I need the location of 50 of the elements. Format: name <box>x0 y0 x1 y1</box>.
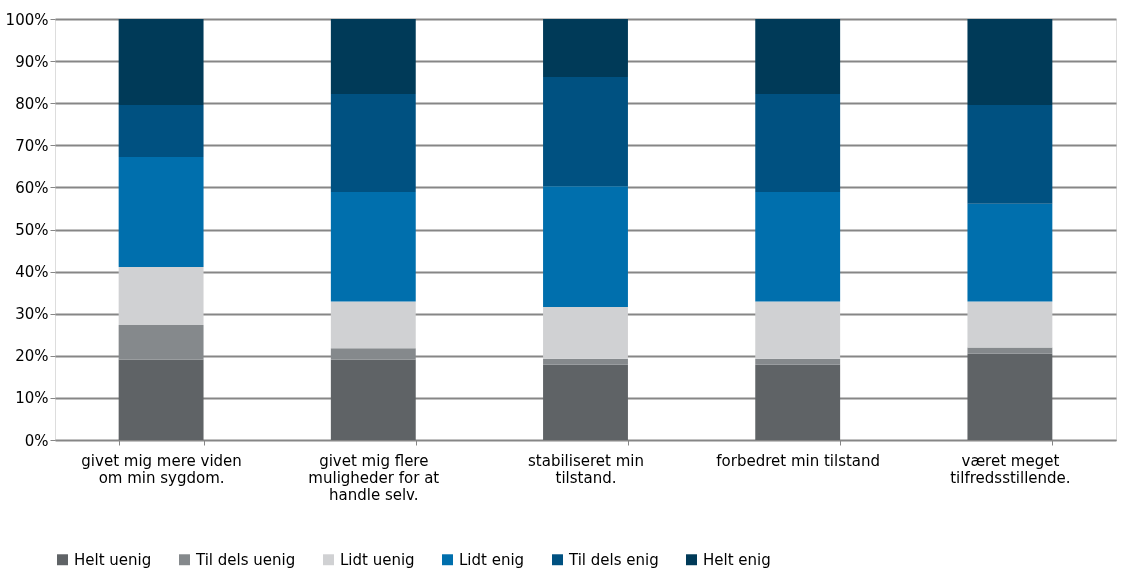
bar <box>755 19 841 94</box>
x-tick-label: givet mig mere viden om min sygdom. <box>81 451 242 487</box>
legend-label: Helt uenig <box>74 550 152 569</box>
bar <box>967 347 1053 354</box>
bar <box>543 358 628 365</box>
bar <box>755 364 841 440</box>
bar <box>330 359 416 440</box>
bar <box>543 186 628 307</box>
bar <box>967 301 1053 348</box>
legend-label: Lidt enig <box>459 550 525 569</box>
y-tick-label: 0% <box>24 431 49 450</box>
y-tick-label: 20% <box>15 347 49 366</box>
y-tick-label: 40% <box>15 263 49 282</box>
bar <box>118 19 204 105</box>
bar <box>330 192 416 302</box>
x-tick-label: forbedret min tilstand <box>716 451 881 470</box>
bar <box>543 19 628 78</box>
y-tick-label: 100% <box>5 10 49 29</box>
legend-label: Til dels enig <box>568 550 659 569</box>
y-tick-label: 60% <box>15 178 49 197</box>
y-tick-label: 70% <box>15 136 49 155</box>
bar <box>755 192 841 302</box>
y-tick-label: 80% <box>15 94 49 113</box>
x-tick-label: stabiliseret min tilstand. <box>528 451 644 487</box>
bar <box>543 306 628 359</box>
bar <box>330 93 416 193</box>
bar <box>967 203 1053 302</box>
legend-label: Til dels uenig <box>195 550 296 569</box>
y-tick-label: 10% <box>15 389 49 408</box>
y-tick-label: 30% <box>15 305 49 324</box>
bar <box>330 301 416 349</box>
legend-label: Lidt uenig <box>340 550 415 569</box>
bar <box>543 77 628 187</box>
bar <box>755 93 841 193</box>
bar <box>755 358 841 365</box>
bar <box>755 301 841 359</box>
x-tick-label: givet mig flere muligheder for at handle selv. <box>308 451 440 504</box>
bar <box>967 19 1053 105</box>
bar <box>330 19 416 94</box>
legend-label: Helt enig <box>703 550 771 569</box>
bar <box>967 353 1053 440</box>
bar <box>118 359 204 440</box>
bar <box>118 157 204 267</box>
bar <box>118 266 204 326</box>
x-tick-label: været meget tilfredsstillende. <box>950 451 1071 487</box>
y-tick-label: 50% <box>15 221 49 239</box>
bar <box>967 104 1053 204</box>
y-tick-label: 90% <box>15 52 49 71</box>
bar <box>118 104 204 158</box>
bar <box>543 364 628 440</box>
